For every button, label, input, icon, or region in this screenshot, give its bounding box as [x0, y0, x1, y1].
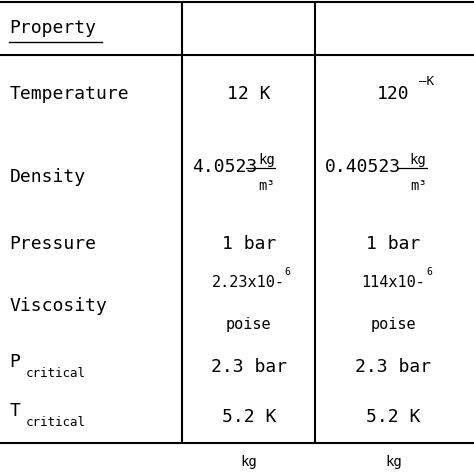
Text: 120: 120 [377, 85, 410, 102]
Text: T: T [9, 402, 20, 420]
Text: 5.2 K: 5.2 K [222, 408, 276, 426]
Text: 1 bar: 1 bar [366, 235, 420, 253]
Text: kg: kg [258, 153, 275, 167]
Text: Viscosity: Viscosity [9, 297, 107, 315]
Text: –K: –K [419, 75, 435, 88]
Text: Pressure: Pressure [9, 235, 97, 253]
Text: 2.3 bar: 2.3 bar [356, 358, 431, 376]
Text: 6: 6 [427, 266, 432, 277]
Text: 2.23x10-: 2.23x10- [212, 274, 285, 290]
Text: kg: kg [240, 455, 257, 469]
Text: m³: m³ [410, 179, 427, 193]
Text: Temperature: Temperature [9, 85, 129, 102]
Text: kg: kg [385, 455, 402, 469]
Text: 5.2 K: 5.2 K [366, 408, 420, 426]
Text: Property: Property [9, 19, 97, 37]
Text: critical: critical [26, 416, 86, 429]
Text: P: P [9, 353, 20, 371]
Text: 4.0523: 4.0523 [192, 158, 257, 176]
Text: critical: critical [26, 366, 86, 380]
Text: 114x10-: 114x10- [362, 274, 425, 290]
Text: m³: m³ [258, 179, 275, 193]
Text: 0.40523: 0.40523 [325, 158, 401, 176]
Text: 2.3 bar: 2.3 bar [211, 358, 287, 376]
Text: Density: Density [9, 168, 86, 185]
Text: 6: 6 [284, 266, 290, 277]
Text: 1 bar: 1 bar [222, 235, 276, 253]
Text: poise: poise [226, 317, 272, 332]
Text: 12 K: 12 K [227, 85, 271, 102]
Text: poise: poise [371, 317, 416, 332]
Text: kg: kg [410, 153, 427, 167]
